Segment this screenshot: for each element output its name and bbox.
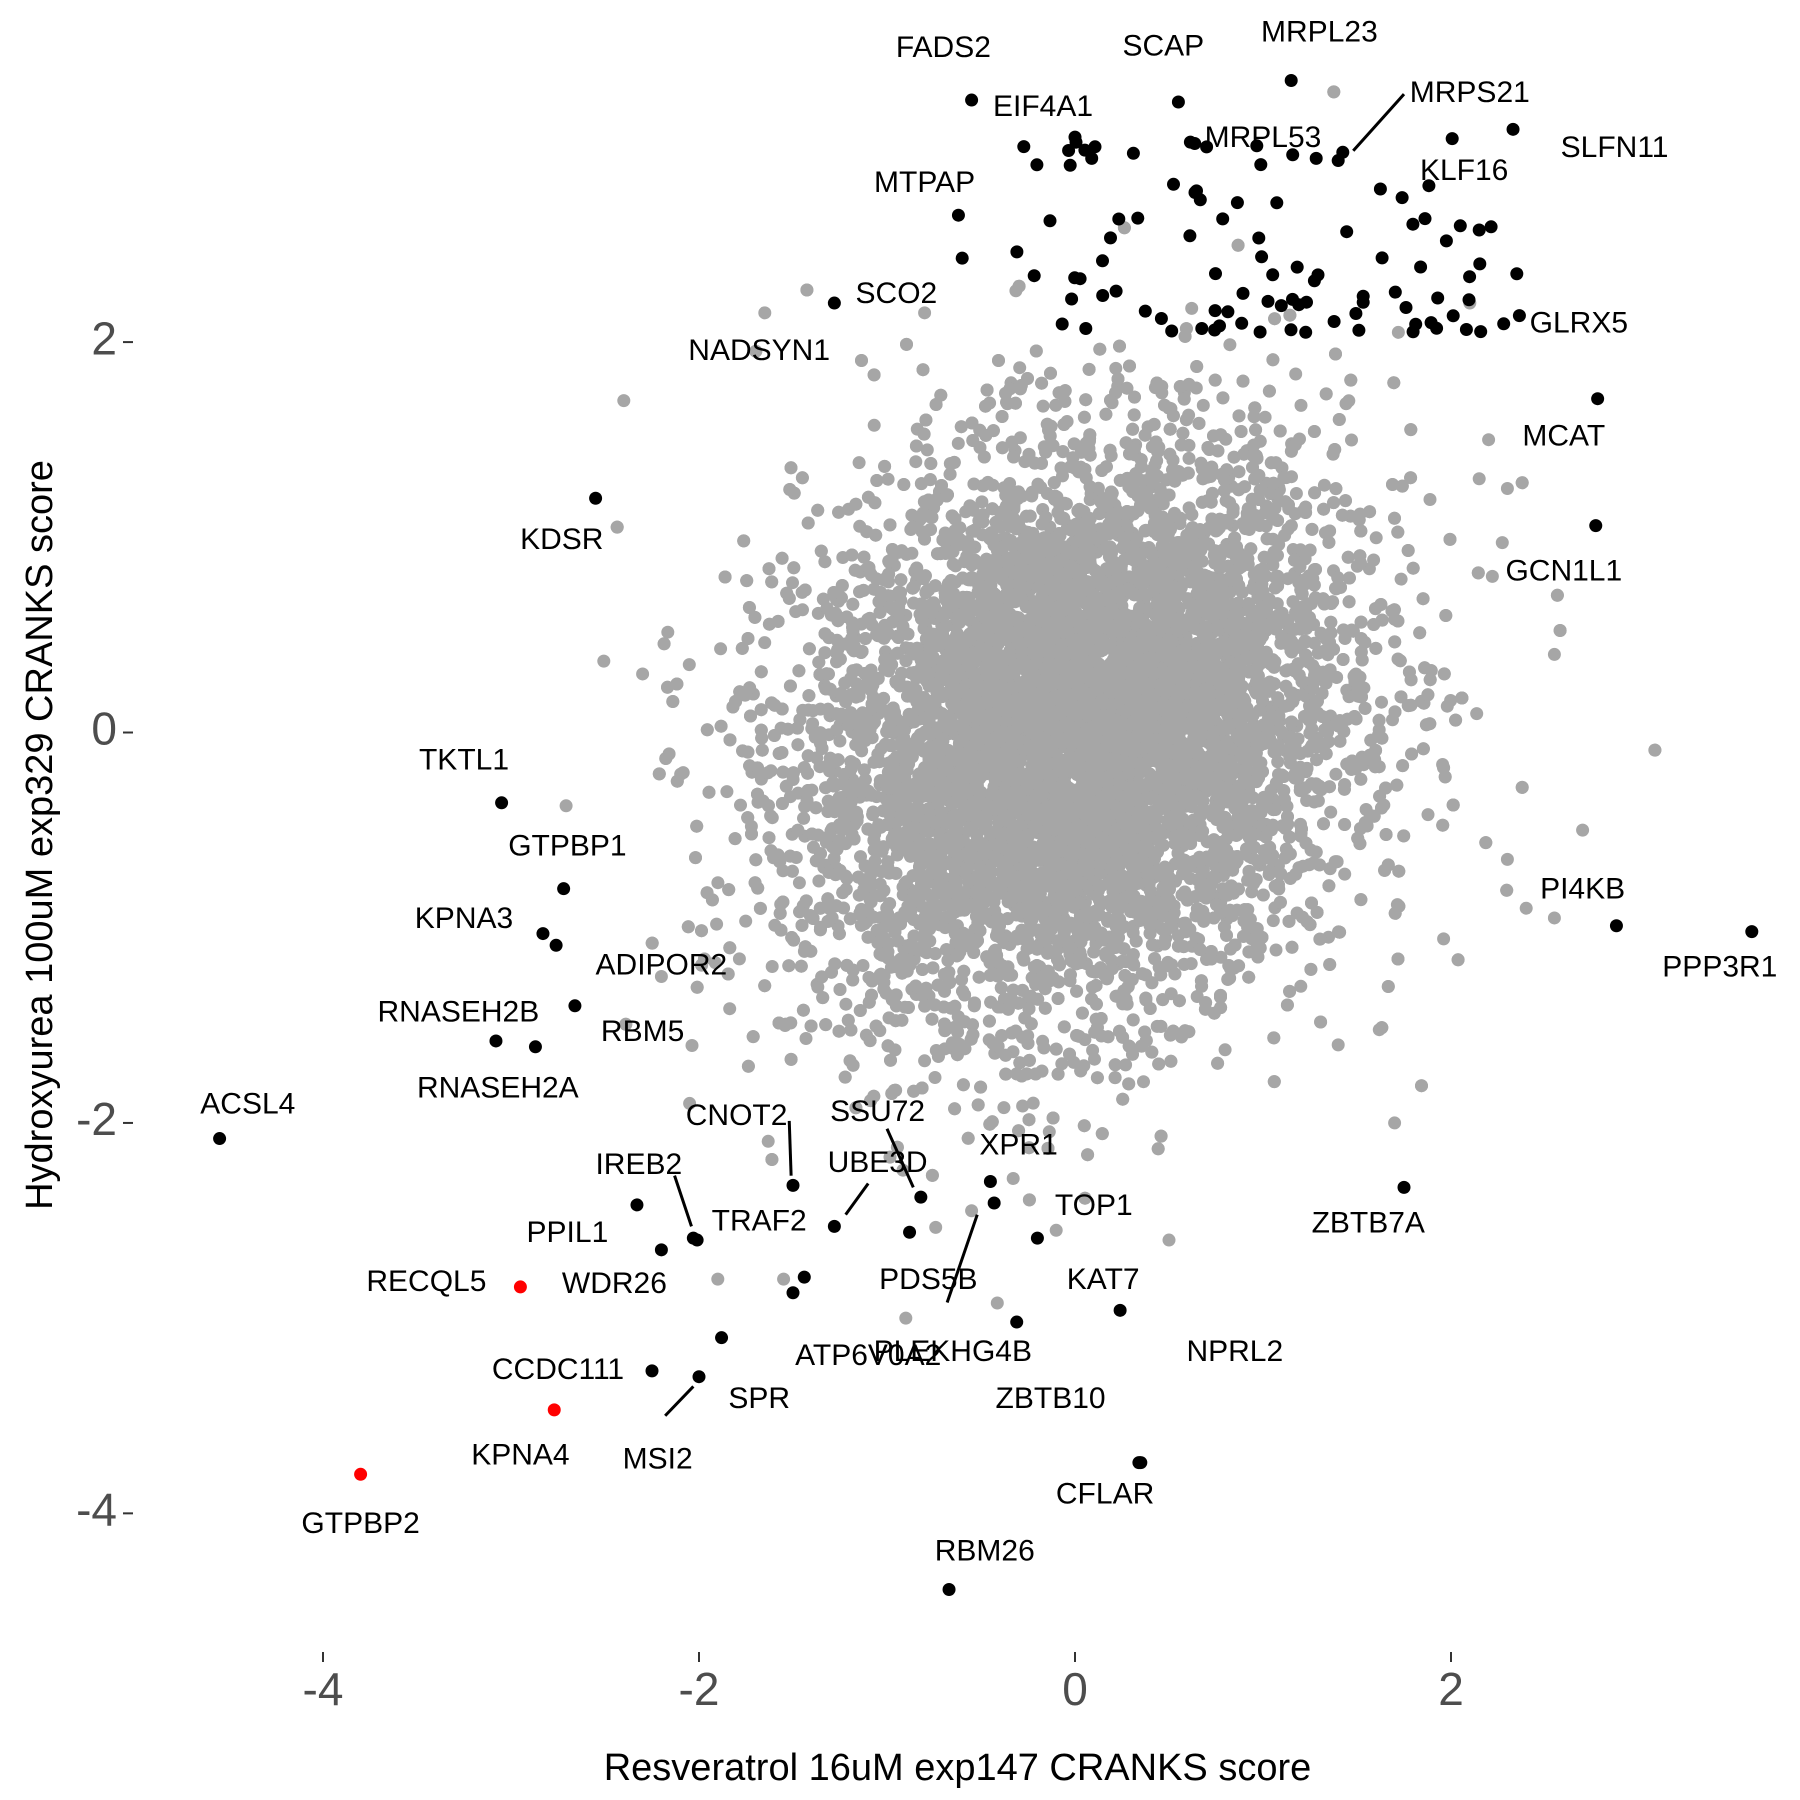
background-point xyxy=(1286,543,1300,556)
background-point xyxy=(661,625,675,639)
background-point xyxy=(997,1101,1011,1115)
background-point xyxy=(909,455,923,469)
background-point xyxy=(1423,493,1437,506)
background-point xyxy=(982,1033,996,1047)
background-point xyxy=(1218,1043,1232,1057)
background-point xyxy=(1329,767,1343,781)
background-point xyxy=(976,479,990,493)
background-point xyxy=(732,952,746,966)
background-point xyxy=(799,1032,813,1045)
background-point xyxy=(928,1071,942,1084)
background-point xyxy=(710,917,724,931)
background-point xyxy=(1375,695,1388,709)
background-point xyxy=(1137,1075,1150,1089)
background-point xyxy=(734,798,747,812)
background-point xyxy=(920,443,934,457)
background-point xyxy=(1055,1057,1069,1071)
background-point xyxy=(852,456,866,470)
background-point xyxy=(1394,572,1408,586)
background-point xyxy=(597,654,611,668)
background-point xyxy=(764,809,778,823)
background-point xyxy=(720,785,734,799)
background-point xyxy=(839,997,853,1011)
background-point xyxy=(1294,398,1308,412)
background-point xyxy=(792,876,806,890)
background-point xyxy=(1421,808,1435,822)
background-point xyxy=(796,603,809,617)
background-point xyxy=(1324,805,1338,819)
background-point xyxy=(929,1220,943,1234)
background-point xyxy=(856,959,870,972)
background-point xyxy=(990,1296,1004,1310)
background-point xyxy=(708,956,722,970)
background-point xyxy=(1440,699,1454,713)
background-point xyxy=(986,478,1000,492)
background-point xyxy=(1013,361,1027,375)
background-point xyxy=(975,495,989,509)
background-point xyxy=(833,734,847,748)
background-point xyxy=(761,1134,775,1148)
background-point xyxy=(918,1054,932,1068)
background-point xyxy=(1289,367,1303,381)
background-point xyxy=(1266,914,1280,928)
background-point xyxy=(1086,1043,1100,1057)
background-point xyxy=(1036,399,1050,413)
background-point xyxy=(1119,1058,1133,1072)
background-point xyxy=(1026,1096,1040,1110)
background-point xyxy=(1369,531,1383,545)
background-point xyxy=(1223,338,1237,352)
background-point xyxy=(1495,536,1509,550)
background-point xyxy=(765,960,779,973)
background-point xyxy=(711,876,725,890)
background-point xyxy=(806,717,820,731)
background-point xyxy=(1214,950,1228,964)
background-point xyxy=(1258,410,1272,424)
background-point xyxy=(1016,1099,1030,1113)
background-point xyxy=(881,472,895,486)
background-points xyxy=(559,85,1662,1325)
background-point xyxy=(786,576,799,590)
background-point xyxy=(559,799,573,813)
background-point xyxy=(685,1039,699,1052)
background-point xyxy=(1182,451,1196,465)
background-point xyxy=(1196,398,1210,412)
background-point xyxy=(682,658,696,672)
background-point xyxy=(1006,1172,1020,1185)
background-point xyxy=(867,418,881,432)
background-point xyxy=(951,436,965,450)
background-point xyxy=(1470,707,1484,721)
background-point xyxy=(739,914,753,928)
background-point xyxy=(1338,867,1352,881)
background-point xyxy=(1345,433,1358,447)
background-point xyxy=(1289,487,1303,500)
background-point xyxy=(812,874,826,888)
background-point xyxy=(1367,553,1381,567)
background-point xyxy=(723,1002,737,1016)
background-point xyxy=(1185,301,1199,315)
background-point xyxy=(714,642,728,656)
background-point xyxy=(758,636,772,650)
background-point xyxy=(883,1150,897,1164)
background-point xyxy=(1269,943,1283,957)
background-point xyxy=(1109,361,1123,375)
background-point xyxy=(1042,1125,1056,1139)
background-point xyxy=(1437,932,1451,946)
background-point xyxy=(1294,979,1308,993)
